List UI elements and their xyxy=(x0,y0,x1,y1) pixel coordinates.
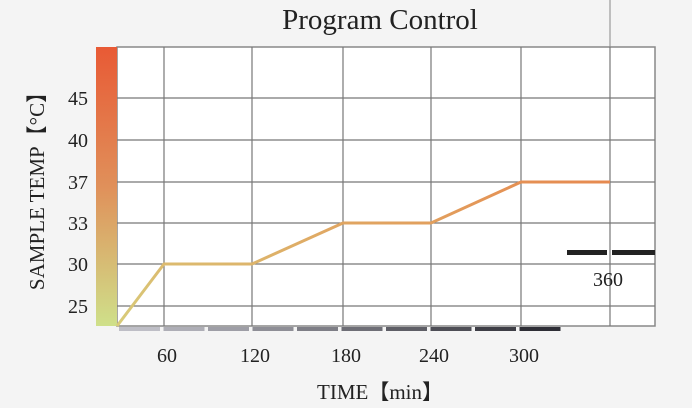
time-progress-segment xyxy=(208,327,249,331)
time-progress-segment xyxy=(163,327,205,331)
time-progress-segment xyxy=(297,327,338,331)
y-tick-label: 40 xyxy=(68,130,88,152)
time-progress-segment xyxy=(119,327,160,331)
y-tick-label: 45 xyxy=(68,88,88,110)
y-tick-label: 33 xyxy=(68,213,88,235)
time-progress-segment xyxy=(386,327,427,331)
temperature-color-bar xyxy=(96,47,117,326)
y-tick-label: 30 xyxy=(68,254,88,276)
time-progress-segment xyxy=(519,327,561,331)
x-tick-label: 180 xyxy=(331,345,361,367)
time-progress-segment xyxy=(430,327,472,331)
x-tick-label: 300 xyxy=(509,345,539,367)
marker-bar xyxy=(612,250,655,255)
x-tick-label: 240 xyxy=(419,345,449,367)
x-tick-label: 360 xyxy=(593,269,623,291)
time-progress-segment xyxy=(252,327,294,331)
time-progress-segment xyxy=(475,327,516,331)
marker-bar xyxy=(567,250,607,255)
temperature-program-line xyxy=(115,180,610,327)
x-axis-label: TIME【min】 xyxy=(317,380,443,404)
y-tick-label: 25 xyxy=(68,296,88,318)
y-tick-label: 37 xyxy=(68,172,88,194)
y-axis-label: SAMPLE TEMP【°C】 xyxy=(25,82,49,290)
plot-area xyxy=(116,46,656,327)
x-tick-label: 60 xyxy=(157,345,177,367)
chart-title: Program Control xyxy=(282,4,478,36)
x-tick-label: 120 xyxy=(240,345,270,367)
time-progress-segment xyxy=(341,327,383,331)
